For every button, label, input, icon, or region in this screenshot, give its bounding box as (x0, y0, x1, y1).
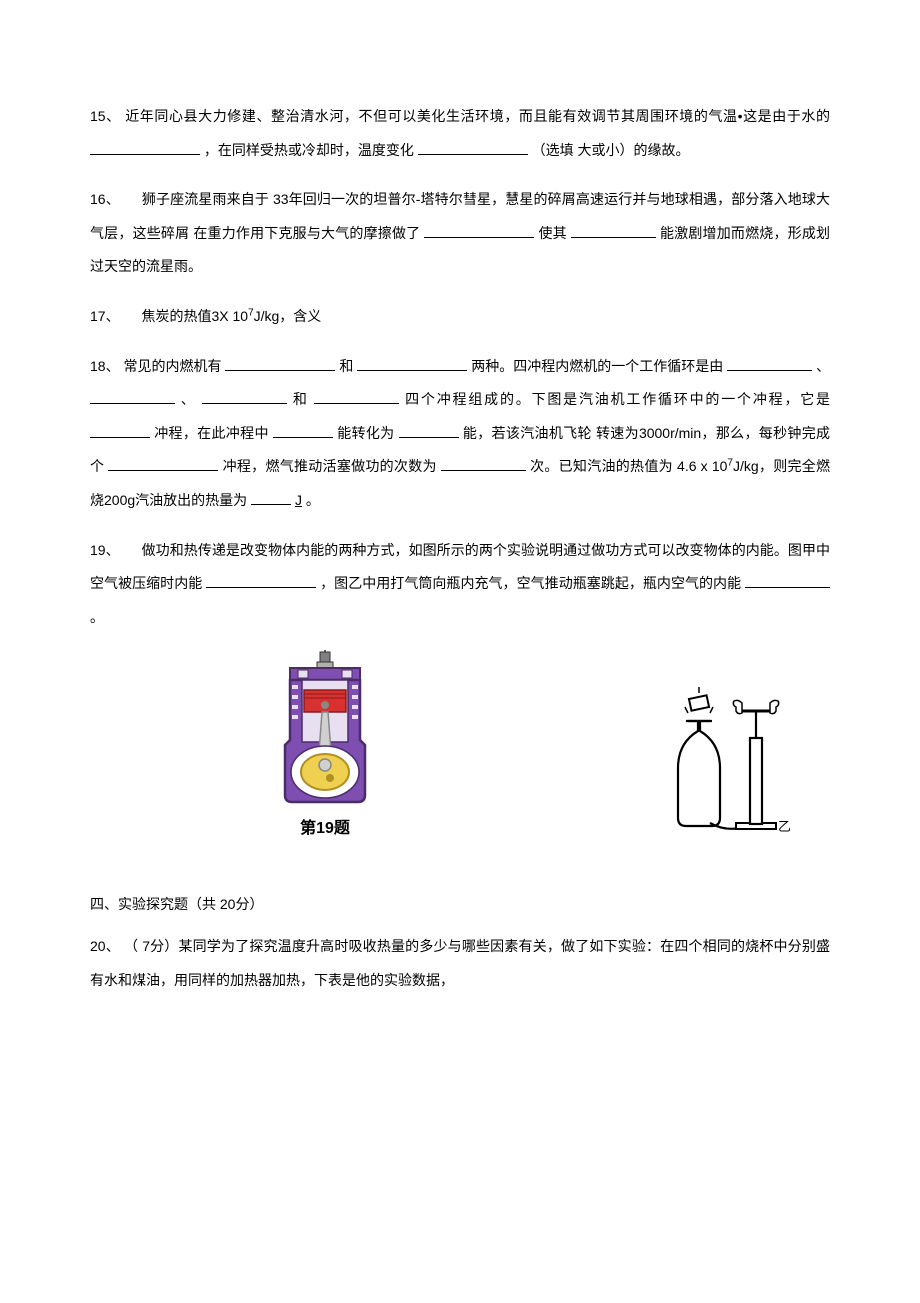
q15-t1: 近年同心县大力修建、整治清水河，不但可以美化生活环境，而且能有效调节其周围环境的… (125, 108, 830, 124)
blank (357, 357, 467, 371)
q18-t9: 能转化为 (337, 425, 394, 441)
q18-t8: 冲程，在此冲程中 (154, 425, 269, 441)
q17-t2: J/kg，含义 (254, 308, 322, 324)
q19-num: 19、 (90, 542, 120, 558)
blank (251, 491, 291, 505)
blank (90, 424, 150, 438)
q15-t2: ，在同样受热或冷却时，温度变化 (204, 142, 414, 158)
blank (745, 574, 830, 588)
q18-t15: 。 (306, 492, 320, 508)
figure-caption-19: 第19题 (270, 814, 380, 838)
blank (314, 390, 399, 404)
q18-t6: 和 (293, 391, 309, 407)
q17-t1: 焦炭的热值3X 10 (141, 308, 248, 324)
blank (108, 457, 218, 471)
q15-num: 15、 (90, 108, 121, 124)
blank (399, 424, 459, 438)
question-16: 16、 狮子座流星雨来自于 33年回归一次的坦普尔-塔特尔彗星，慧星的碎屑高速运… (90, 183, 830, 284)
section-4-title: 四、实验探究题（共 20分） (90, 888, 830, 922)
q20-t1: （ 7分）某同学为了探究温度升高时吸收热量的多少与哪些因素有关，做了如下实验：在… (90, 938, 830, 988)
q18-t14: J (295, 492, 302, 508)
q18-t5: 、 (181, 391, 197, 407)
pump-bottle-diagram-icon: 乙 (660, 683, 790, 833)
q18-t2: 和 (339, 358, 353, 374)
blank (202, 390, 287, 404)
question-17: 17、 焦炭的热值3X 107J/kg，含义 (90, 300, 830, 334)
blank (90, 141, 200, 155)
q18-t11: 冲程，燃气推动活塞做功的次数为 (223, 458, 437, 474)
blank (90, 390, 175, 404)
blank (418, 141, 528, 155)
q17-num: 17、 (90, 308, 120, 324)
blank (424, 224, 534, 238)
q18-t1: 常见的内燃机有 (124, 358, 222, 374)
engine-diagram-icon (270, 650, 380, 805)
blank (225, 357, 335, 371)
q20-num: 20、 (90, 938, 120, 954)
svg-text:乙: 乙 (778, 819, 790, 833)
q18-t12: 次。已知汽油的热值为 4.6 x 10 (530, 458, 727, 474)
q19-t3: 。 (90, 609, 104, 625)
question-15: 15、 近年同心县大力修建、整治清水河，不但可以美化生活环境，而且能有效调节其周… (90, 100, 830, 167)
question-20: 20、 （ 7分）某同学为了探究温度升高时吸收热量的多少与哪些因素有关，做了如下… (90, 930, 830, 997)
question-18: 18、 常见的内燃机有 和 两种。四冲程内燃机的一个工作循环是由 、 、 和 四… (90, 350, 830, 518)
q16-t2: 使其 (538, 225, 566, 241)
blank (206, 574, 316, 588)
blank (727, 357, 812, 371)
q18-t7: 四个冲程组成的。下图是汽油机工作循环中的一个冲程，它是 (405, 391, 830, 407)
figure-row-q19: 第19题 乙 (90, 650, 830, 838)
q18-t4: 、 (816, 358, 830, 374)
blank (571, 224, 656, 238)
q19-t2: ，图乙中用打气筒向瓶内充气，空气推动瓶塞跳起，瓶内空气的内能 (320, 575, 741, 591)
blank (441, 457, 526, 471)
figure-engine-wrapper: 第19题 (270, 650, 380, 838)
figure-pump-wrapper: 乙 (660, 683, 790, 838)
blank (273, 424, 333, 438)
q18-num: 18、 (90, 358, 120, 374)
question-19: 19、 做功和热传递是改变物体内能的两种方式，如图所示的两个实验说明通过做功方式… (90, 534, 830, 635)
q18-t3: 两种。四冲程内燃机的一个工作循环是由 (471, 358, 723, 374)
q16-num: 16、 (90, 191, 120, 207)
q15-t3: （选填 大或小）的缘故。 (532, 142, 690, 158)
